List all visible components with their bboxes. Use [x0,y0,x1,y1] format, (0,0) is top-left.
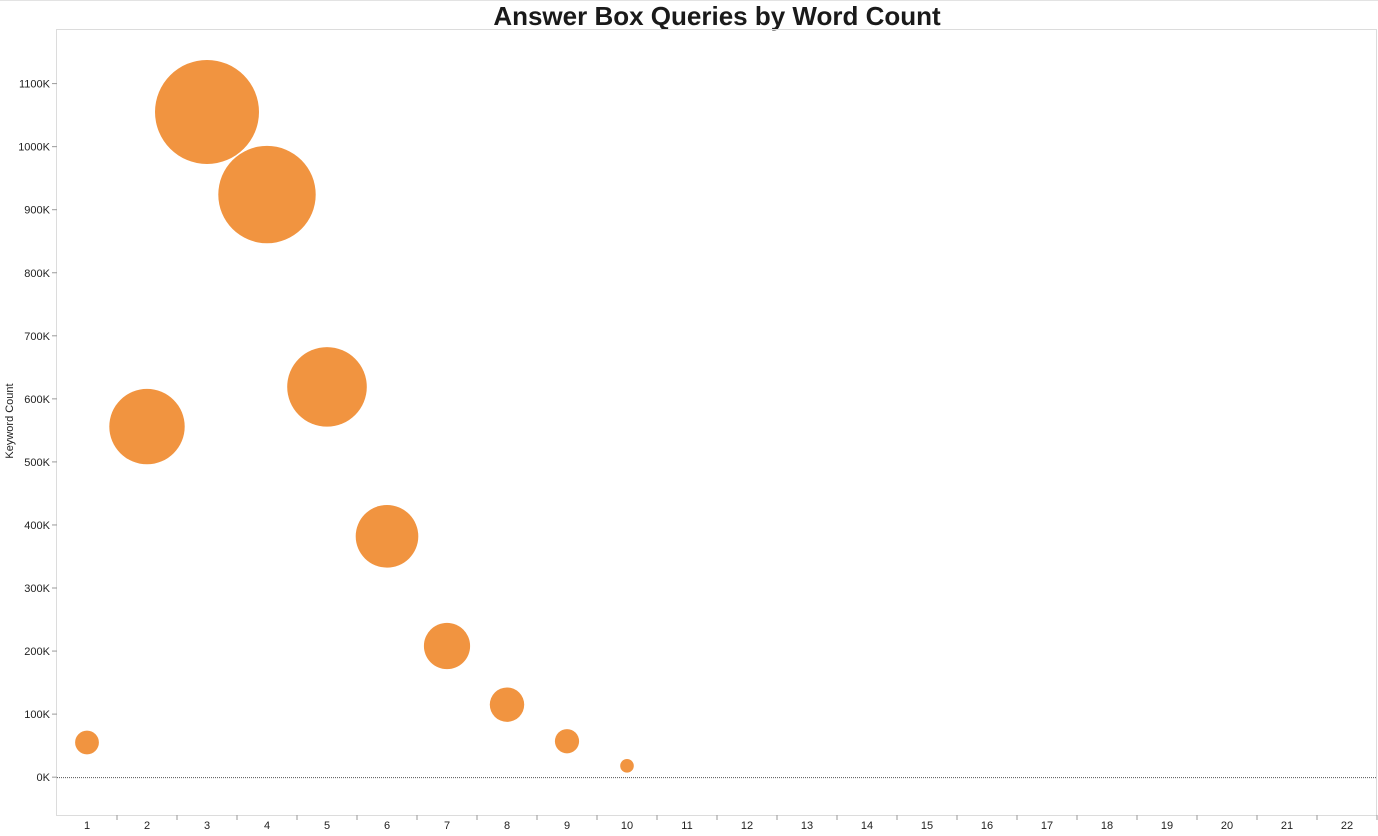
data-point-bubble[interactable] [423,622,471,670]
x-tick-label: 21 [1281,820,1293,832]
chart-title: Answer Box Queries by Word Count [493,1,941,31]
data-point-bubble[interactable] [620,759,634,773]
x-tick-label: 20 [1221,820,1233,832]
x-tick-label: 3 [204,820,210,832]
x-tick-label: 17 [1041,820,1053,832]
y-tick-label: 600K [24,394,50,406]
y-axis: 0K 100K 200K 300K 400K 500K 600K 700K 800K 900K 10… [18,79,57,784]
y-tick-label: 400K [24,520,50,532]
x-tick-label: 18 [1101,820,1113,832]
y-tick-label: 100K [24,709,50,721]
y-tick-label: 1000K [18,142,50,154]
y-tick-label: 700K [24,331,50,343]
x-tick-label: 4 [264,820,270,832]
data-point-bubble[interactable] [155,59,259,164]
x-tick-label: 14 [861,820,873,832]
y-tick-label: 300K [24,583,50,595]
x-tick-label: 10 [621,820,633,832]
x-tick-label: 11 [681,820,692,832]
x-tick-label: 8 [504,820,510,832]
y-axis-title: Keyword Count [4,383,16,458]
data-point-bubble[interactable] [489,687,525,722]
plot-frame [56,29,1377,816]
x-tick-label: 13 [801,820,813,832]
data-point-bubble[interactable] [75,730,99,755]
x-axis: 1 2 3 4 5 6 7 8 9 10 11 12 13 14 15 16 17 18 19 20 21 22 [84,815,1378,832]
y-tick-label: 800K [24,268,50,280]
x-tick-label: 22 [1341,820,1353,832]
data-point-bubble[interactable] [287,347,367,427]
top-rule [0,0,1378,1]
y-tick-label: 900K [24,205,50,217]
x-tick-label: 16 [981,820,993,832]
x-tick-label: 2 [144,820,150,832]
y-tick-label: 1100K [19,79,51,91]
bubble-series [75,59,634,773]
x-tick-label: 5 [324,820,330,832]
x-tick-label: 9 [564,820,570,832]
data-point-bubble[interactable] [109,388,185,465]
data-point-bubble[interactable] [554,729,580,754]
x-tick-label: 1 [84,820,90,832]
x-tick-label: 7 [444,820,450,832]
data-point-bubble[interactable] [218,145,316,244]
x-tick-label: 12 [741,820,753,832]
data-point-bubble[interactable] [355,505,419,568]
x-tick-label: 15 [921,820,933,832]
y-tick-label: 500K [24,457,50,469]
y-tick-label: 200K [24,646,50,658]
x-tick-label: 6 [384,820,390,832]
y-tick-label: 0K [37,772,51,784]
x-tick-label: 19 [1161,820,1173,832]
